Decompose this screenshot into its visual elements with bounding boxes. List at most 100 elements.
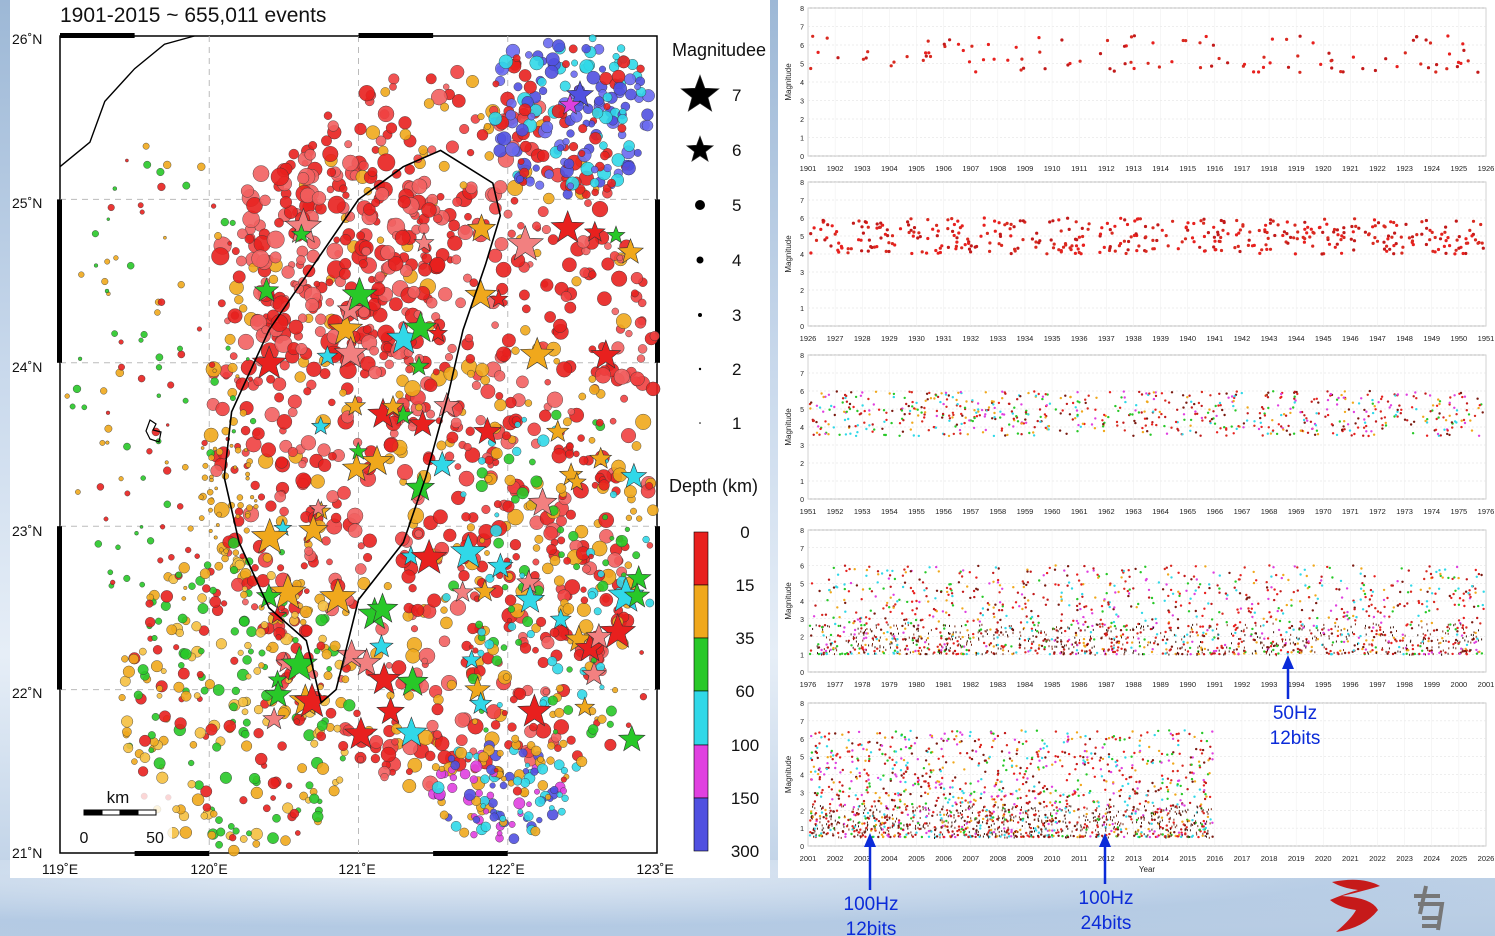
event-point [1278,619,1282,623]
event-point [1290,624,1294,628]
event-point [1299,429,1302,432]
map-event-point [318,458,332,472]
map-event-point [388,73,400,85]
event-point [1237,611,1240,614]
event-point [1037,392,1040,396]
map-event-star [685,135,715,162]
event-point [1334,604,1338,607]
event-point [1420,232,1424,236]
map-event-point [187,780,196,789]
event-point [844,433,848,436]
event-point [911,234,915,238]
event-point [1208,624,1211,628]
map-event-point [529,458,536,466]
event-point [946,218,950,222]
event-point [1165,583,1168,586]
event-point [1198,245,1202,249]
event-point [1367,614,1371,618]
event-point [1125,222,1130,227]
event-point [1178,594,1181,598]
map-event-point [488,111,503,126]
event-point [972,632,975,636]
event-point [988,241,992,245]
event-point [1276,223,1280,227]
event-point [883,232,887,236]
event-point [1296,650,1300,654]
event-point [1365,410,1368,413]
event-point [1186,228,1190,232]
event-point [1355,615,1358,619]
event-point [935,234,939,238]
event-point [1181,433,1184,436]
map-event-point [221,472,230,480]
event-point [1209,394,1212,397]
event-point [978,414,981,417]
event-point [1261,434,1264,437]
event-point [1287,424,1290,428]
map-event-point [513,797,526,810]
event-point [1465,653,1468,656]
event-point [1157,65,1161,69]
event-point [1352,632,1356,636]
event-point [1336,634,1340,638]
event-point [1476,241,1480,245]
map-event-point [115,544,121,550]
event-point [1218,591,1221,594]
x-tick-label: 1967 [1234,507,1251,516]
event-point [1480,652,1484,655]
event-point [1234,631,1237,635]
map-event-point [501,710,508,717]
event-point [1085,650,1088,653]
event-point [1042,639,1045,642]
event-point [1371,241,1375,245]
event-point [1114,404,1117,408]
event-point [1084,398,1087,401]
event-point [1356,426,1360,429]
event-point [864,643,867,647]
event-point [1016,246,1020,250]
event-point [1030,627,1034,630]
map-event-point [203,561,212,569]
event-point [1169,564,1173,567]
event-point [1232,404,1235,408]
map-event-point [239,304,248,313]
event-point [812,226,816,230]
map-event-point [122,665,135,678]
event-point [1426,418,1429,421]
event-point [1438,400,1442,403]
event-point [1080,649,1084,652]
map-event-point [214,486,218,491]
map-event-point [175,571,182,579]
event-point [1343,390,1346,393]
map-event-point [591,165,599,174]
map-event-point [566,735,576,745]
map-event-point [633,148,642,157]
event-point [993,219,997,223]
map-event-point [568,44,578,54]
event-point [1420,620,1423,623]
event-point [1431,576,1434,579]
event-point [901,612,904,615]
event-point [971,419,974,423]
event-point [1298,70,1302,74]
event-point [1079,629,1082,632]
event-point [1189,429,1192,432]
map-event-point [483,727,489,733]
map-event-point [484,474,493,483]
event-point [1190,236,1195,240]
map-event-point [523,811,534,822]
event-point [1302,418,1306,422]
event-point [1054,564,1057,567]
map-event-point [236,494,244,501]
event-point [915,401,918,405]
event-point [1152,410,1155,413]
event-point [1030,642,1034,646]
event-point [996,621,999,624]
event-point [993,416,996,419]
event-point [1037,614,1040,618]
event-point [1455,565,1459,569]
event-point [1198,66,1203,70]
event-point [1180,240,1184,244]
event-point [1199,434,1202,437]
event-point [860,627,863,630]
